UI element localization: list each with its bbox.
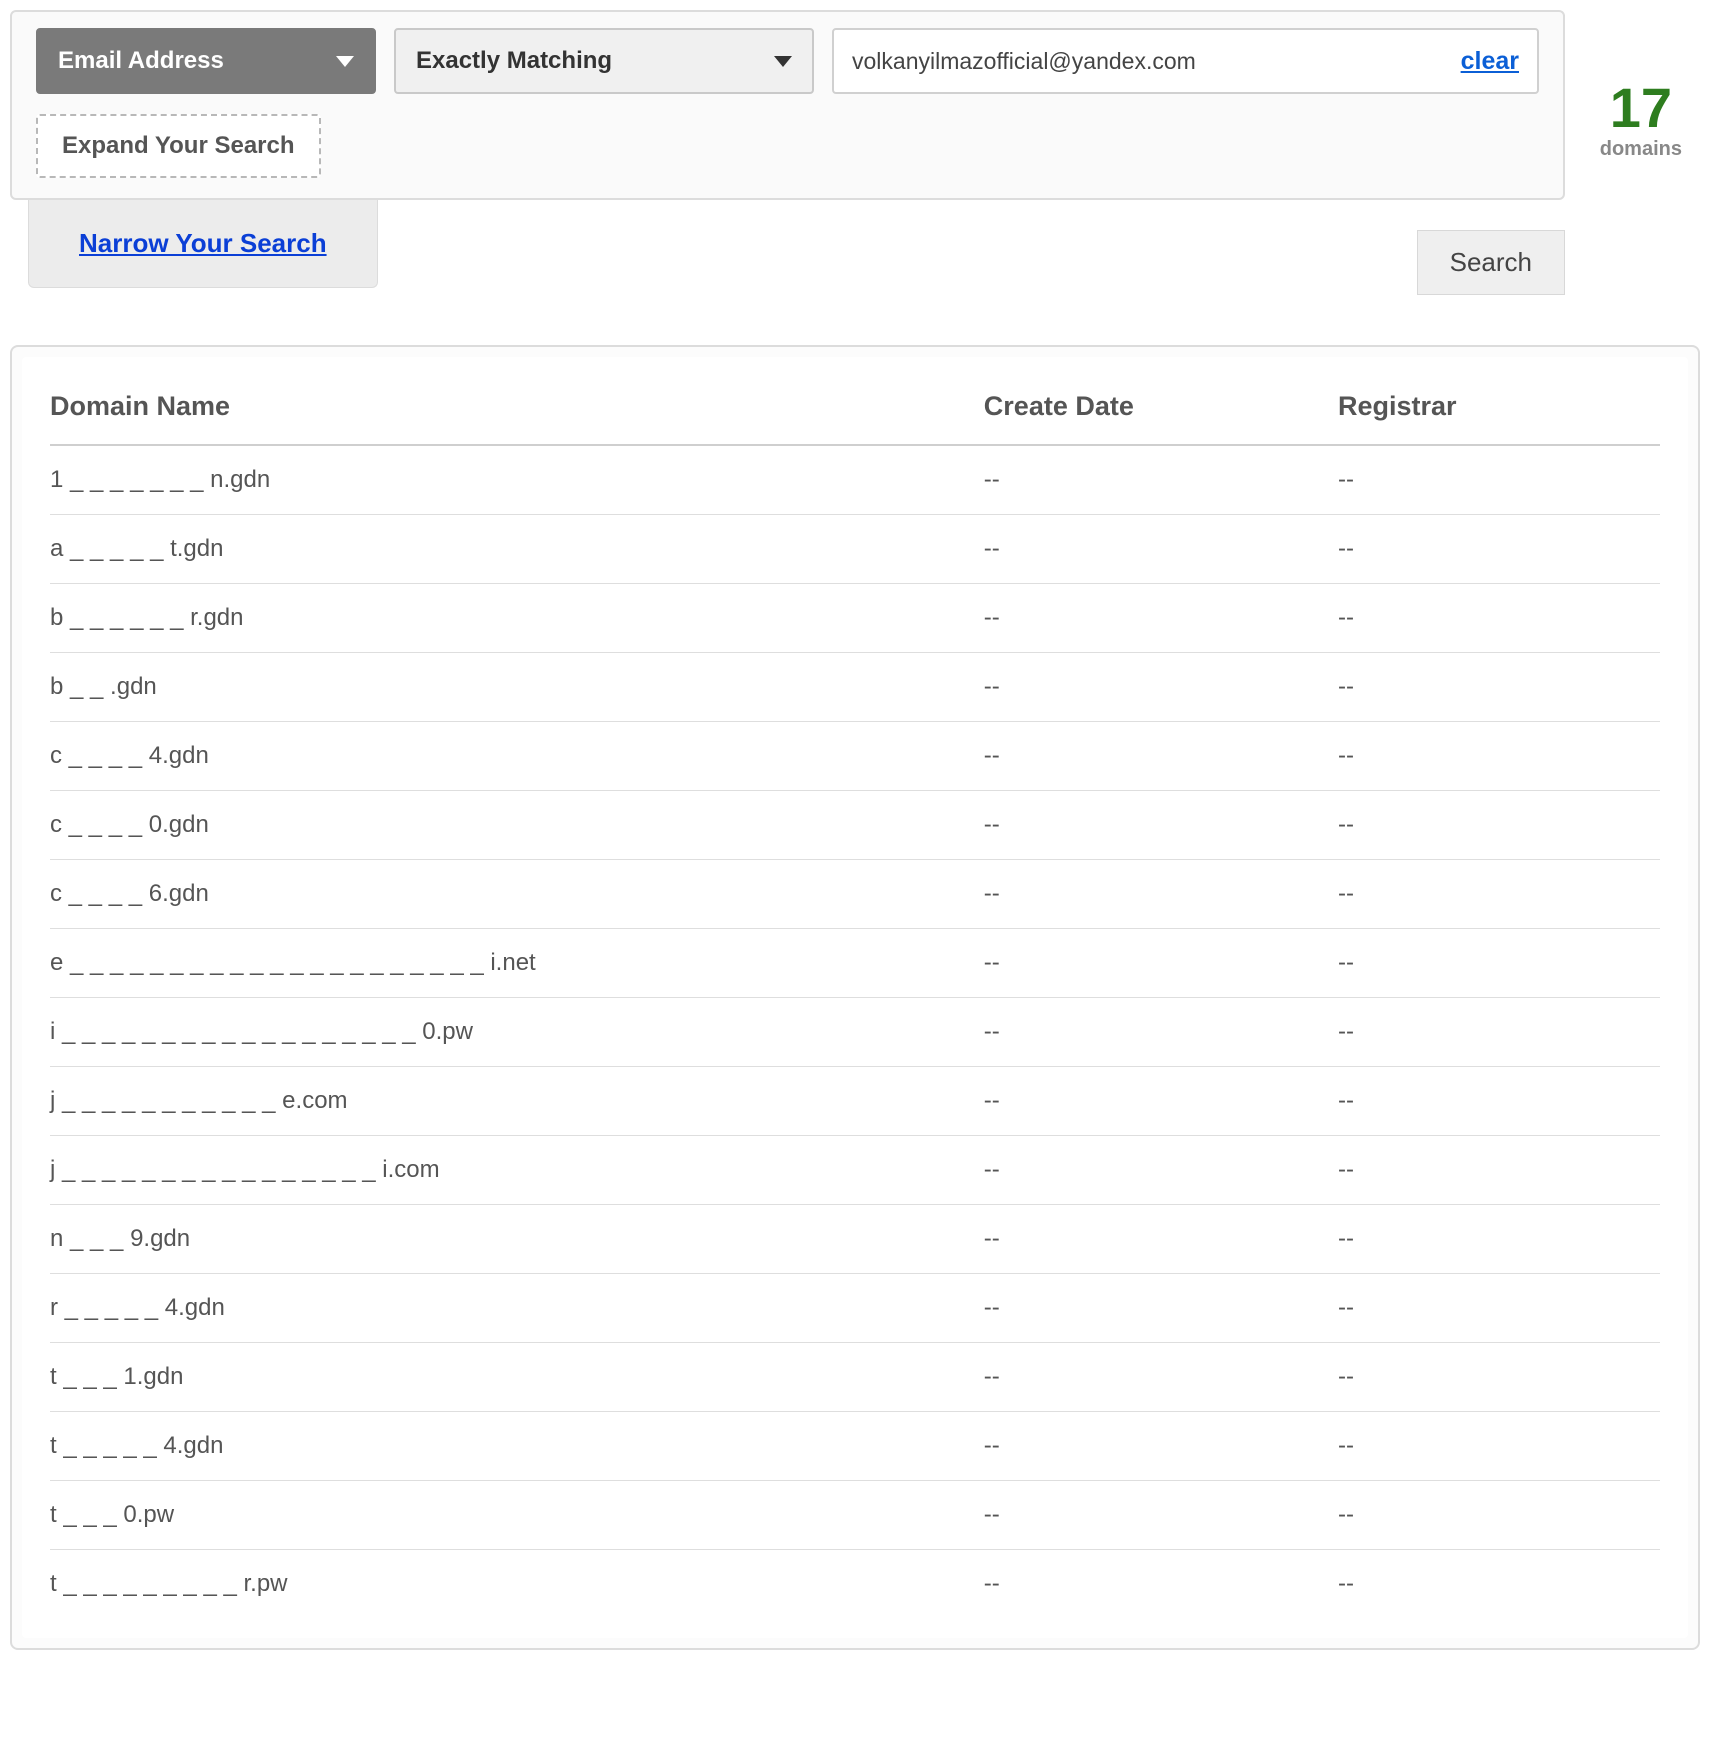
cell-domain-name: t _ _ _ 0.pw [50,1481,984,1550]
narrow-search-tab[interactable]: Narrow Your Search [28,200,378,288]
table-row[interactable]: e _ _ _ _ _ _ _ _ _ _ _ _ _ _ _ _ _ _ _ … [50,929,1660,998]
cell-registrar: -- [1338,860,1660,929]
cell-domain-name: e _ _ _ _ _ _ _ _ _ _ _ _ _ _ _ _ _ _ _ … [50,929,984,998]
cell-registrar: -- [1338,1136,1660,1205]
table-row[interactable]: a _ _ _ _ _ t.gdn---- [50,515,1660,584]
table-row[interactable]: c _ _ _ _ 6.gdn---- [50,860,1660,929]
domain-count: 17 domains [1600,80,1682,161]
cell-create-date: -- [984,1067,1338,1136]
cell-domain-name: c _ _ _ _ 4.gdn [50,722,984,791]
column-header-domain[interactable]: Domain Name [50,377,984,445]
cell-domain-name: j _ _ _ _ _ _ _ _ _ _ _ _ _ _ _ _ i.com [50,1136,984,1205]
cell-domain-name: a _ _ _ _ _ t.gdn [50,515,984,584]
cell-create-date: -- [984,445,1338,515]
cell-registrar: -- [1338,515,1660,584]
table-row[interactable]: c _ _ _ _ 0.gdn---- [50,791,1660,860]
cell-domain-name: c _ _ _ _ 0.gdn [50,791,984,860]
cell-domain-name: t _ _ _ 1.gdn [50,1343,984,1412]
table-row[interactable]: t _ _ _ 1.gdn---- [50,1343,1660,1412]
search-row: Email Address Exactly Matching clear [36,28,1539,94]
chevron-down-icon [336,56,354,67]
search-input-container: clear [832,28,1539,94]
cell-registrar: -- [1338,1067,1660,1136]
table-row[interactable]: c _ _ _ _ 4.gdn---- [50,722,1660,791]
cell-registrar: -- [1338,929,1660,998]
cell-domain-name: 1 _ _ _ _ _ _ _ n.gdn [50,445,984,515]
cell-domain-name: b _ _ .gdn [50,653,984,722]
domain-count-label: domains [1600,138,1682,161]
cell-domain-name: c _ _ _ _ 6.gdn [50,860,984,929]
cell-create-date: -- [984,1412,1338,1481]
cell-create-date: -- [984,653,1338,722]
search-button[interactable]: Search [1417,230,1565,295]
cell-registrar: -- [1338,653,1660,722]
expand-search-button[interactable]: Expand Your Search [36,114,321,178]
column-header-registrar[interactable]: Registrar [1338,377,1660,445]
table-row[interactable]: i _ _ _ _ _ _ _ _ _ _ _ _ _ _ _ _ _ _ 0.… [50,998,1660,1067]
clear-link[interactable]: clear [1461,47,1519,76]
cell-domain-name: t _ _ _ _ _ 4.gdn [50,1412,984,1481]
cell-registrar: -- [1338,1550,1660,1619]
cell-create-date: -- [984,1205,1338,1274]
cell-registrar: -- [1338,722,1660,791]
field-dropdown[interactable]: Email Address [36,28,376,94]
table-row[interactable]: t _ _ _ 0.pw---- [50,1481,1660,1550]
chevron-down-icon [774,56,792,67]
cell-domain-name: r _ _ _ _ _ 4.gdn [50,1274,984,1343]
cell-create-date: -- [984,722,1338,791]
cell-create-date: -- [984,929,1338,998]
cell-registrar: -- [1338,445,1660,515]
search-panel: Email Address Exactly Matching clear Exp… [10,10,1565,200]
table-row[interactable]: r _ _ _ _ _ 4.gdn---- [50,1274,1660,1343]
narrow-search-link[interactable]: Narrow Your Search [79,228,327,258]
cell-create-date: -- [984,1550,1338,1619]
search-input[interactable] [852,48,1461,75]
cell-create-date: -- [984,1481,1338,1550]
match-dropdown[interactable]: Exactly Matching [394,28,814,94]
table-row[interactable]: b _ _ .gdn---- [50,653,1660,722]
results-panel: Domain Name Create Date Registrar 1 _ _ … [10,345,1700,1650]
cell-create-date: -- [984,860,1338,929]
column-header-create-date[interactable]: Create Date [984,377,1338,445]
cell-registrar: -- [1338,1481,1660,1550]
cell-registrar: -- [1338,791,1660,860]
table-row[interactable]: 1 _ _ _ _ _ _ _ n.gdn---- [50,445,1660,515]
cell-registrar: -- [1338,584,1660,653]
cell-registrar: -- [1338,1274,1660,1343]
cell-registrar: -- [1338,1412,1660,1481]
cell-create-date: -- [984,791,1338,860]
cell-domain-name: b _ _ _ _ _ _ r.gdn [50,584,984,653]
cell-create-date: -- [984,1343,1338,1412]
cell-create-date: -- [984,998,1338,1067]
cell-registrar: -- [1338,1343,1660,1412]
cell-create-date: -- [984,1274,1338,1343]
results-table: Domain Name Create Date Registrar 1 _ _ … [50,377,1660,1618]
table-row[interactable]: j _ _ _ _ _ _ _ _ _ _ _ e.com---- [50,1067,1660,1136]
cell-registrar: -- [1338,998,1660,1067]
table-row[interactable]: t _ _ _ _ _ _ _ _ _ r.pw---- [50,1550,1660,1619]
domain-count-number: 17 [1600,80,1682,136]
cell-domain-name: j _ _ _ _ _ _ _ _ _ _ _ e.com [50,1067,984,1136]
table-row[interactable]: j _ _ _ _ _ _ _ _ _ _ _ _ _ _ _ _ i.com-… [50,1136,1660,1205]
table-row[interactable]: b _ _ _ _ _ _ r.gdn---- [50,584,1660,653]
cell-domain-name: t _ _ _ _ _ _ _ _ _ r.pw [50,1550,984,1619]
cell-create-date: -- [984,515,1338,584]
field-dropdown-label: Email Address [58,47,224,75]
table-row[interactable]: n _ _ _ 9.gdn---- [50,1205,1660,1274]
cell-registrar: -- [1338,1205,1660,1274]
cell-create-date: -- [984,1136,1338,1205]
match-dropdown-label: Exactly Matching [416,47,612,75]
cell-domain-name: n _ _ _ 9.gdn [50,1205,984,1274]
cell-create-date: -- [984,584,1338,653]
table-row[interactable]: t _ _ _ _ _ 4.gdn---- [50,1412,1660,1481]
cell-domain-name: i _ _ _ _ _ _ _ _ _ _ _ _ _ _ _ _ _ _ 0.… [50,998,984,1067]
